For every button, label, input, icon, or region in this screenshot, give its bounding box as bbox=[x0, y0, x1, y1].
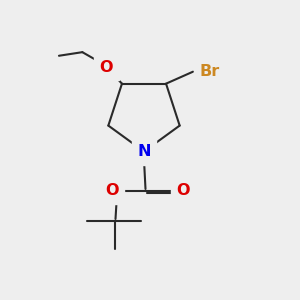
Text: N: N bbox=[137, 144, 151, 159]
Text: O: O bbox=[100, 60, 113, 75]
Text: Br: Br bbox=[200, 64, 220, 79]
Text: O: O bbox=[177, 183, 190, 198]
Text: O: O bbox=[105, 183, 119, 198]
